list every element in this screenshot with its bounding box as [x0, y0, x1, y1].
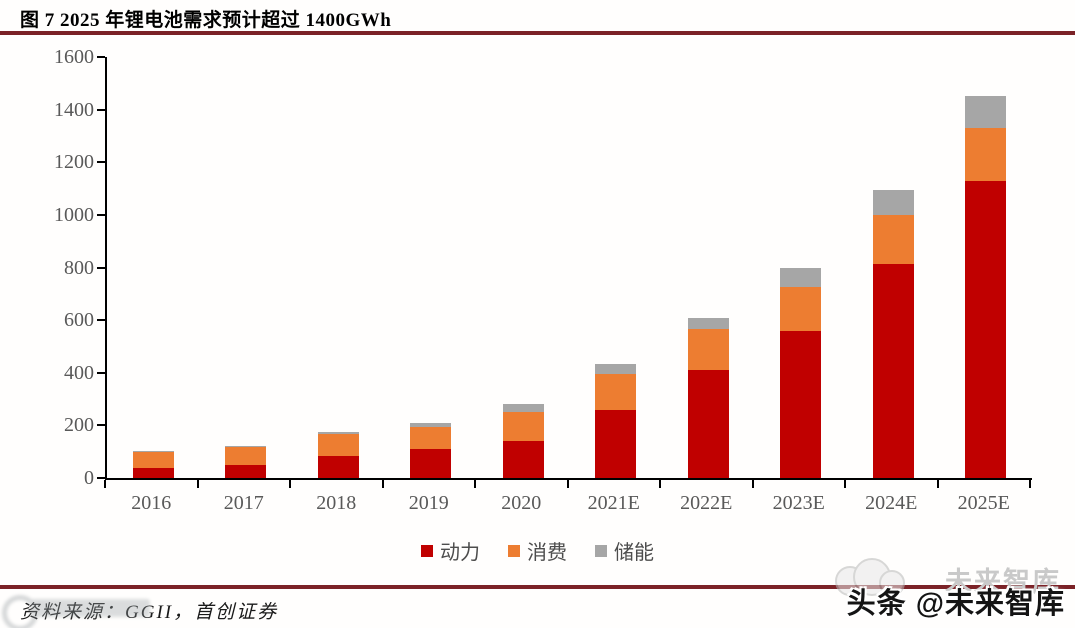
y-tick-mark	[97, 424, 105, 427]
legend-item-储能: 储能	[595, 536, 654, 565]
bar-segment-储能	[780, 267, 822, 288]
y-tick-mark	[97, 56, 105, 58]
y-tick-label: 1400	[54, 98, 94, 121]
y-tick-label: 1200	[54, 151, 94, 174]
x-tick-label: 2018	[316, 492, 357, 514]
bar-segment-消费	[410, 426, 452, 450]
bar-segment-储能	[225, 446, 267, 448]
stacked-bar-2021E	[595, 363, 637, 478]
y-tick-mark	[97, 108, 105, 111]
stacked-bar-2025E	[965, 96, 1007, 478]
y-tick-mark	[97, 266, 105, 269]
legend-item-动力: 动力	[421, 536, 480, 565]
stacked-bar-2016	[132, 451, 174, 478]
bar-segment-储能	[317, 431, 359, 435]
y-tick-mark	[97, 319, 105, 322]
stacked-bar-2018	[317, 431, 359, 478]
legend-label: 消费	[527, 542, 567, 564]
x-tick-label: 2025E	[957, 492, 1010, 514]
stacked-bar-2024E	[872, 189, 914, 478]
bar-segment-动力	[225, 464, 267, 478]
y-tick-label: 400	[64, 361, 94, 384]
bar-segment-动力	[965, 180, 1007, 478]
x-tick-mark	[1029, 480, 1031, 488]
legend-swatch-icon	[421, 544, 433, 557]
x-tick-mark	[566, 480, 569, 488]
x-tick-label: 2017	[223, 492, 264, 514]
x-tick-mark	[844, 480, 846, 488]
bar-segment-消费	[965, 128, 1007, 181]
top-accent-rule	[0, 31, 1075, 35]
bar-segment-消费	[317, 434, 359, 456]
bar-segment-储能	[410, 422, 452, 427]
bar-segment-消费	[595, 374, 637, 410]
y-tick-label: 0	[84, 467, 94, 489]
bar-segment-消费	[225, 447, 267, 465]
x-tick-label: 2019	[408, 492, 449, 514]
y-tick-label: 1600	[54, 46, 94, 68]
plot-area	[105, 57, 1032, 480]
stacked-bar-2023E	[780, 267, 822, 478]
legend-swatch-icon	[595, 544, 607, 557]
source-note: 资料来源：GGII，首创证券	[20, 602, 279, 623]
bar-segment-储能	[595, 363, 637, 375]
bar-segment-消费	[780, 287, 822, 331]
x-tick-mark	[474, 480, 476, 488]
bar-segment-储能	[502, 404, 544, 413]
x-tick-mark	[104, 480, 106, 488]
chart-legend: 动力 消费 储能	[0, 536, 1075, 565]
bar-segment-动力	[872, 263, 914, 478]
legend-label: 储能	[614, 542, 654, 564]
x-tick-label: 2016	[131, 492, 172, 514]
y-tick-mark	[97, 161, 105, 164]
x-tick-mark	[289, 480, 291, 488]
x-tick-label: 2023E	[772, 492, 825, 514]
x-tick-label: 2024E	[865, 492, 918, 514]
watermark-right: 未来智库 头条 @未来智库	[805, 558, 1065, 624]
bar-segment-消费	[132, 452, 174, 469]
legend-label: 动力	[440, 542, 480, 564]
bar-segment-消费	[872, 214, 914, 264]
stacked-bar-2022E	[687, 317, 729, 478]
bar-segment-动力	[132, 468, 174, 478]
y-tick-mark	[97, 371, 105, 374]
stacked-bar-2017	[225, 446, 267, 478]
y-tick-label: 600	[64, 309, 94, 332]
x-tick-mark	[381, 480, 384, 488]
x-tick-label: 2021E	[587, 492, 640, 514]
x-tick-label: 2022E	[680, 492, 733, 514]
y-tick-label: 1000	[54, 203, 94, 226]
bar-segment-动力	[780, 330, 822, 478]
x-tick-mark	[659, 480, 661, 488]
bar-segment-动力	[595, 409, 637, 478]
bar-segment-储能	[687, 317, 729, 330]
bar-segment-动力	[317, 455, 359, 478]
bar-segment-储能	[132, 451, 174, 453]
x-tick-label: 2020	[501, 492, 542, 514]
x-tick-mark	[751, 480, 754, 488]
bar-segment-动力	[502, 441, 544, 478]
bar-segment-消费	[687, 329, 729, 371]
watermark-ghost-text: 未来智库	[945, 567, 1061, 597]
bar-segment-储能	[965, 96, 1007, 129]
y-tick-label: 800	[64, 256, 94, 279]
x-tick-mark	[196, 480, 199, 488]
y-tick-label: 200	[64, 414, 94, 437]
x-tick-mark	[936, 480, 939, 488]
bar-segment-消费	[502, 412, 544, 442]
legend-item-消费: 消费	[508, 536, 567, 565]
bar-segment-储能	[872, 189, 914, 215]
stacked-bar-2020	[502, 404, 544, 478]
bar-segment-动力	[687, 370, 729, 478]
stacked-bar-2019	[410, 422, 452, 478]
y-tick-mark	[97, 213, 105, 216]
bar-segment-动力	[410, 449, 452, 478]
legend-swatch-icon	[508, 544, 520, 557]
y-tick-mark	[97, 477, 105, 479]
bottom-accent-rule	[0, 585, 1075, 589]
figure-title: 图 7 2025 年锂电池需求预计超过 1400GWh	[20, 10, 392, 31]
